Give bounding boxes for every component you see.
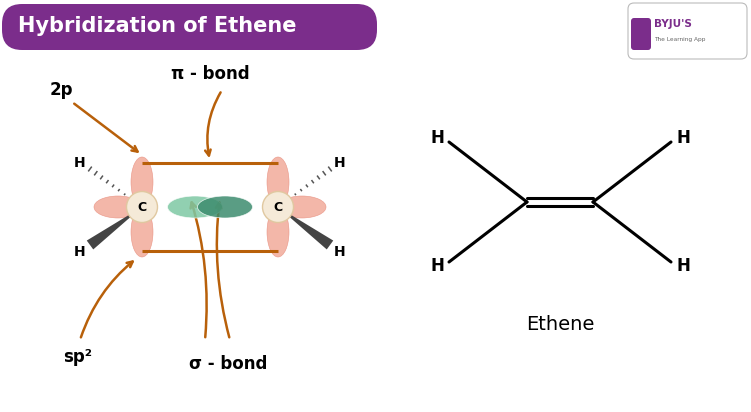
Circle shape — [126, 192, 158, 222]
Circle shape — [263, 192, 294, 222]
Ellipse shape — [267, 157, 289, 207]
Ellipse shape — [131, 207, 153, 257]
Text: H: H — [74, 156, 86, 170]
Text: sp²: sp² — [64, 348, 92, 366]
FancyBboxPatch shape — [628, 3, 747, 59]
Text: H: H — [430, 129, 444, 147]
Text: H: H — [334, 245, 345, 259]
Text: BYJU'S: BYJU'S — [654, 19, 692, 29]
Ellipse shape — [267, 207, 289, 257]
Text: π - bond: π - bond — [170, 65, 249, 83]
Text: Hybridization of Ethene: Hybridization of Ethene — [18, 16, 297, 37]
FancyBboxPatch shape — [2, 4, 377, 50]
Text: Ethene: Ethene — [526, 314, 594, 333]
Text: σ - bond: σ - bond — [189, 355, 267, 373]
Text: H: H — [74, 245, 86, 259]
Ellipse shape — [94, 196, 142, 218]
Ellipse shape — [167, 196, 222, 218]
Text: 2p: 2p — [50, 81, 74, 99]
Ellipse shape — [131, 157, 153, 207]
Polygon shape — [278, 207, 333, 249]
Text: H: H — [676, 257, 690, 275]
FancyBboxPatch shape — [631, 18, 651, 50]
Text: H: H — [334, 156, 345, 170]
Text: The Learning App: The Learning App — [654, 37, 705, 42]
Polygon shape — [87, 207, 142, 249]
Text: C: C — [273, 201, 282, 213]
Text: H: H — [430, 257, 444, 275]
Text: C: C — [137, 201, 146, 213]
Ellipse shape — [198, 196, 252, 218]
Ellipse shape — [278, 196, 326, 218]
Text: H: H — [676, 129, 690, 147]
